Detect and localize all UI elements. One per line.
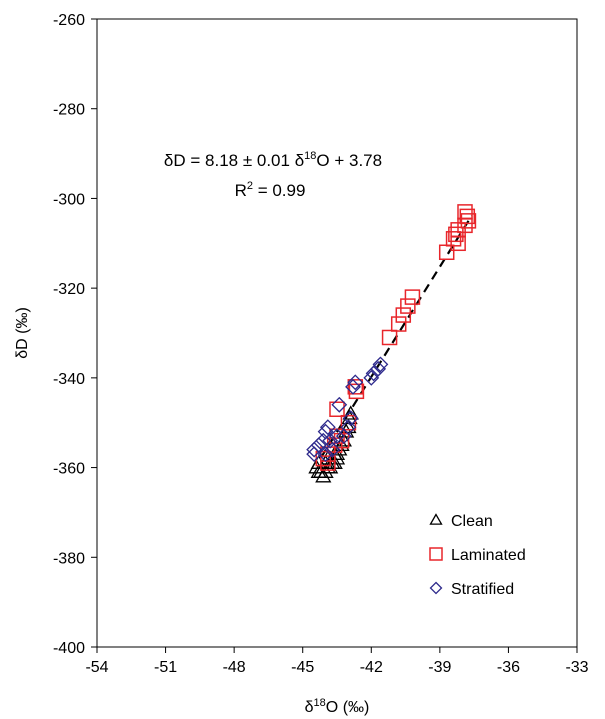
laminated-point: [340, 414, 357, 431]
x-tick-label: -54: [85, 659, 108, 676]
equation-sup: 18: [304, 150, 316, 162]
x-axis-label-sup: 18: [314, 697, 326, 709]
x-tick-label: -48: [223, 659, 246, 676]
equation-part-b: O + 3.78: [316, 151, 382, 170]
stratified-point: [317, 446, 334, 463]
laminated-point: [395, 307, 412, 323]
laminated-point: [438, 244, 455, 261]
stratified-point: [306, 441, 323, 458]
clean-point: [317, 454, 334, 469]
plot-area: [96, 18, 578, 648]
stratified-point: [319, 419, 336, 436]
series-clean: [308, 405, 359, 483]
data-points-layer: [306, 204, 477, 483]
stratified-point: [331, 396, 348, 413]
y-tick-label: -400: [53, 640, 85, 657]
y-tick-label: -260: [53, 12, 85, 29]
laminated-point: [400, 298, 416, 314]
x-axis-label: δ18O (‰): [305, 697, 370, 716]
y-tick-label: -280: [53, 102, 85, 119]
x-axis-label-prefix: δ: [305, 699, 314, 716]
legend-label-stratified: Stratified: [451, 581, 514, 598]
laminated-point: [381, 329, 398, 346]
legend-label-clean: Clean: [451, 513, 493, 530]
x-tick-label: -51: [154, 659, 177, 676]
y-tick-label: -300: [53, 191, 85, 208]
y-tick-label: -380: [53, 550, 85, 567]
laminated-point: [347, 379, 364, 395]
x-axis-ticks: -54 -51 -48 -45 -42 -39 -36 -33: [85, 647, 589, 676]
series-laminated: [315, 204, 477, 471]
r2-sup: 2: [247, 180, 253, 192]
laminated-point: [459, 208, 476, 225]
legend-label-laminated: Laminated: [451, 547, 526, 564]
stratified-point: [345, 378, 361, 395]
stratified-point: [342, 410, 359, 427]
laminated-point: [320, 455, 336, 471]
y-tick-label: -340: [53, 371, 85, 388]
x-tick-label: -39: [428, 659, 451, 676]
laminated-point: [448, 226, 464, 243]
regression-equation: δD = 8.18 ± 0.01 δ18O + 3.78: [164, 150, 382, 170]
laminated-point: [329, 401, 345, 418]
y-axis-label: δD (‰): [14, 307, 31, 359]
y-tick-label: -360: [53, 461, 85, 478]
clean-point: [342, 405, 359, 420]
r-squared-label: R2 = 0.99: [235, 180, 306, 200]
legend-marker-clean: [429, 513, 443, 525]
x-axis-label-rest: O (‰): [326, 699, 370, 716]
laminated-point: [450, 235, 466, 252]
series-stratified: [306, 356, 389, 463]
laminated-point: [460, 213, 477, 229]
laminated-point: [404, 289, 421, 305]
stratified-point: [322, 432, 339, 449]
legend-marker-stratified: [429, 581, 443, 595]
x-tick-label: -45: [291, 659, 314, 676]
laminated-point: [390, 316, 407, 332]
legend-marker-laminated: [429, 547, 443, 561]
stratified-point: [372, 356, 389, 373]
r2-part-a: R: [235, 181, 247, 200]
stratified-point: [335, 428, 352, 445]
stratified-point: [347, 374, 364, 391]
stratified-point: [306, 446, 323, 463]
x-tick-label: -36: [497, 659, 520, 676]
clean-point: [340, 418, 357, 434]
stratified-point: [324, 441, 341, 458]
laminated-point: [348, 383, 365, 400]
stratified-point: [329, 428, 345, 445]
stratified-point: [365, 365, 382, 382]
y-axis-ticks: -260 -280 -300 -320 -340 -360 -380 -400: [53, 12, 97, 657]
stratified-point: [363, 369, 380, 386]
x-tick-label: -33: [565, 659, 588, 676]
y-tick-label: -320: [53, 281, 85, 298]
equation-part-a: δD = 8.18 ± 0.01 δ: [164, 151, 304, 170]
legend: Clean Laminated Stratified: [429, 513, 526, 598]
r2-part-b: = 0.99: [253, 181, 305, 200]
x-tick-label: -42: [360, 659, 383, 676]
